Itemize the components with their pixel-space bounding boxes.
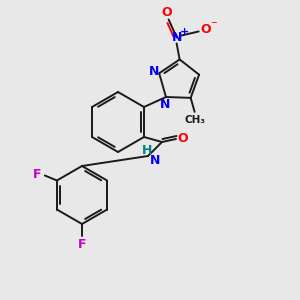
Text: N: N — [149, 65, 159, 78]
Text: N: N — [150, 154, 160, 166]
Text: O: O — [200, 23, 211, 36]
Text: N: N — [160, 98, 170, 110]
Text: H: H — [142, 145, 152, 158]
Text: CH₃: CH₃ — [184, 115, 205, 125]
Text: O: O — [161, 6, 172, 19]
Text: F: F — [33, 168, 41, 181]
Text: N: N — [172, 31, 182, 44]
Text: ⁻: ⁻ — [210, 19, 217, 32]
Text: +: + — [180, 28, 189, 38]
Text: O: O — [178, 131, 188, 145]
Text: F: F — [78, 238, 86, 250]
